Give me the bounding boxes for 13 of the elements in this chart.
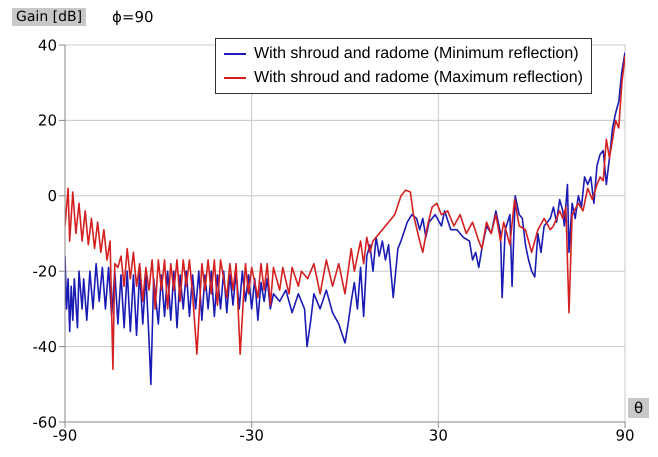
legend-label: With shroud and radome (Minimum reflection)	[254, 44, 579, 64]
y-tick-label: 40	[38, 36, 57, 54]
x-tick-label: -30	[239, 426, 264, 445]
legend-label: With shroud and radome (Maximum reflection)	[254, 68, 583, 88]
chart-title: ϕ=90	[112, 8, 154, 26]
y-tick-label: 0	[47, 187, 57, 206]
x-tick-label: 30	[428, 426, 448, 445]
y-tick-label: 20	[38, 112, 57, 130]
x-axis-title: θ	[628, 398, 650, 418]
y-tick-label: -40	[32, 338, 57, 356]
y-tick-label: -20	[32, 262, 57, 281]
x-tick-label: 90	[615, 426, 635, 445]
y-axis-title: Gain [dB]	[12, 8, 86, 26]
